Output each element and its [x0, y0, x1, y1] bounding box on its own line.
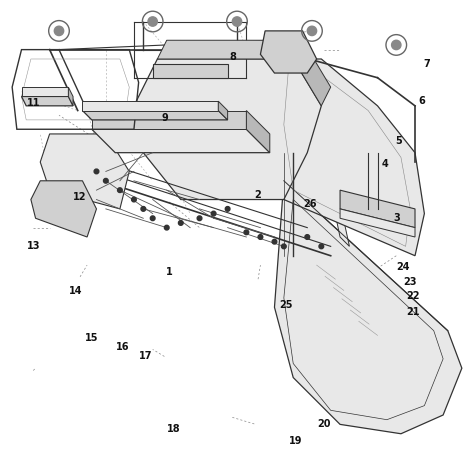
Polygon shape [40, 134, 129, 209]
Text: 13: 13 [27, 241, 40, 251]
Polygon shape [21, 97, 73, 106]
Polygon shape [153, 64, 228, 78]
Circle shape [118, 188, 122, 192]
Text: 17: 17 [139, 351, 153, 362]
Text: 5: 5 [395, 136, 402, 146]
Circle shape [392, 40, 401, 50]
Polygon shape [21, 87, 68, 97]
Circle shape [94, 169, 99, 174]
Polygon shape [340, 209, 415, 237]
Polygon shape [82, 101, 218, 110]
Circle shape [307, 26, 317, 36]
Text: 23: 23 [403, 276, 417, 286]
Text: 11: 11 [27, 99, 40, 109]
Polygon shape [31, 181, 97, 237]
Text: 19: 19 [289, 436, 302, 446]
Text: 4: 4 [381, 159, 388, 169]
Polygon shape [134, 59, 321, 200]
Polygon shape [68, 87, 73, 106]
Polygon shape [246, 110, 270, 153]
Polygon shape [92, 129, 270, 153]
Circle shape [148, 17, 157, 26]
Text: 21: 21 [406, 307, 419, 317]
Circle shape [150, 216, 155, 220]
Circle shape [305, 235, 310, 239]
Polygon shape [218, 101, 228, 120]
Circle shape [272, 239, 277, 244]
Text: 1: 1 [166, 267, 173, 277]
Polygon shape [260, 31, 317, 73]
Polygon shape [157, 40, 302, 59]
Polygon shape [82, 110, 228, 120]
Polygon shape [92, 110, 246, 129]
Circle shape [282, 244, 286, 249]
Polygon shape [274, 59, 424, 256]
Circle shape [244, 230, 249, 235]
Text: 15: 15 [85, 333, 99, 343]
Text: 24: 24 [397, 263, 410, 273]
Text: 8: 8 [229, 52, 236, 62]
Text: 3: 3 [393, 213, 400, 223]
Text: 18: 18 [167, 424, 181, 434]
Circle shape [141, 207, 146, 211]
Polygon shape [302, 59, 349, 246]
Text: 16: 16 [116, 342, 129, 352]
Circle shape [178, 220, 183, 225]
Text: 6: 6 [419, 96, 425, 106]
Polygon shape [293, 40, 331, 106]
Circle shape [164, 225, 169, 230]
Text: 9: 9 [161, 112, 168, 123]
Polygon shape [274, 181, 462, 434]
Circle shape [211, 211, 216, 216]
Text: 26: 26 [303, 199, 316, 209]
Text: 20: 20 [317, 419, 330, 429]
Circle shape [232, 17, 242, 26]
Circle shape [103, 178, 108, 183]
Text: 25: 25 [280, 300, 293, 310]
Circle shape [197, 216, 202, 220]
Circle shape [319, 244, 324, 249]
Circle shape [258, 235, 263, 239]
Text: 7: 7 [423, 59, 430, 69]
Text: 2: 2 [255, 190, 262, 200]
Text: 22: 22 [406, 291, 419, 301]
Polygon shape [340, 190, 415, 228]
Circle shape [55, 26, 64, 36]
Text: 12: 12 [73, 192, 87, 202]
Circle shape [225, 207, 230, 211]
Text: 14: 14 [69, 286, 82, 296]
Circle shape [132, 197, 137, 202]
